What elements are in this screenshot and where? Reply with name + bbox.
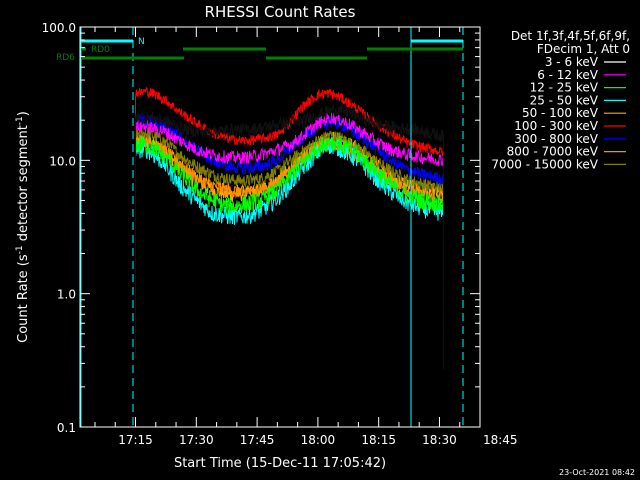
y-tick-label: 0.1 — [57, 421, 76, 435]
y-tick-label: 1.0 — [57, 288, 76, 302]
x-tick-label: 18:30 — [422, 433, 457, 447]
series-line — [135, 113, 444, 370]
flag-label-n: N — [138, 37, 145, 47]
x-tick-label: 18:15 — [361, 433, 396, 447]
legend: Det 1f,3f,4f,5f,6f,9f, FDecim 1, Att 0 3… — [491, 29, 630, 171]
series-line — [135, 86, 444, 370]
x-axis: 17:15 17:30 17:45 18:00 18:15 18:30 18:45 — [94, 27, 518, 447]
legend-entry-label: 100 - 300 keV — [514, 119, 598, 133]
rd0-label: RD0 — [91, 45, 110, 55]
timestamp: 23-Oct-2021 08:42 — [559, 468, 635, 477]
overlay-layer: N RD0 RD6 — [56, 27, 464, 427]
series-layer — [135, 86, 444, 370]
chart-title: RHESSI Count Rates — [205, 3, 356, 21]
legend-entry-label: 300 - 800 keV — [514, 132, 598, 146]
x-tick-label: 18:00 — [301, 433, 336, 447]
rd6-label: RD6 — [56, 53, 75, 63]
x-tick-label: 17:30 — [179, 433, 214, 447]
legend-entry-label: 800 - 7000 keV — [507, 145, 599, 159]
series-line — [135, 112, 444, 370]
x-tick-label: 17:45 — [240, 433, 275, 447]
legend-header-1: Det 1f,3f,4f,5f,6f,9f, — [511, 29, 630, 43]
y-tick-label: 100.0 — [42, 21, 76, 35]
legend-entry-label: 7000 - 15000 keV — [491, 157, 598, 171]
series-line — [135, 135, 444, 370]
series-line — [135, 126, 444, 370]
plot-frame — [79, 26, 481, 428]
legend-entry-label: 25 - 50 keV — [530, 93, 599, 107]
legend-entry-label: 12 - 25 keV — [530, 81, 599, 95]
series-line — [135, 104, 444, 370]
x-tick-label: 17:15 — [118, 433, 153, 447]
y-tick-label: 10.0 — [49, 154, 76, 168]
legend-entry-label: 50 - 100 keV — [522, 106, 599, 120]
y-axis: 100.0 10.0 1.0 0.1 — [42, 21, 480, 435]
legend-entry-label: 3 - 6 keV — [545, 55, 599, 69]
series-line — [135, 135, 444, 370]
x-axis-label: Start Time (15-Dec-11 17:05:42) — [174, 456, 386, 471]
series-line — [135, 138, 444, 370]
x-tick-label: 18:45 — [483, 433, 518, 447]
y-axis-label: Count Rate (s-1 detector segment-1) — [15, 111, 31, 343]
legend-header-2: FDecim 1, Att 0 — [537, 42, 630, 56]
legend-entry-label: 6 - 12 keV — [537, 68, 599, 82]
